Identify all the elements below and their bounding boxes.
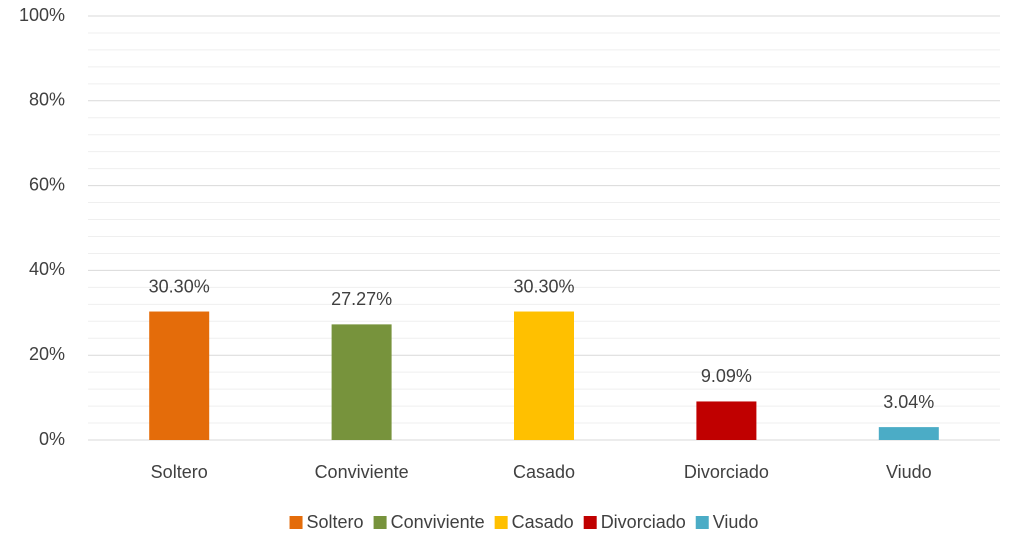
value-label: 27.27%	[331, 289, 392, 309]
y-tick-label: 20%	[29, 344, 65, 364]
x-tick-label: Soltero	[151, 462, 208, 482]
legend-swatch	[583, 516, 597, 529]
bar	[149, 311, 210, 440]
legend-label: Divorciado	[601, 512, 686, 532]
legend-label: Casado	[512, 512, 574, 532]
legend-swatch	[695, 516, 709, 529]
y-tick-label: 0%	[39, 429, 65, 449]
x-tick-label: Divorciado	[684, 462, 769, 482]
value-label: 30.30%	[149, 276, 210, 296]
x-tick-label: Casado	[513, 462, 575, 482]
bar	[696, 401, 757, 440]
bar	[514, 311, 574, 440]
y-tick-label: 100%	[19, 5, 65, 25]
legend-label: Conviviente	[391, 512, 485, 532]
legend-swatch	[494, 516, 508, 529]
value-label: 3.04%	[883, 392, 934, 412]
x-tick-label: Viudo	[886, 462, 932, 482]
bar	[878, 427, 939, 440]
bar	[331, 324, 392, 440]
legend-label: Viudo	[713, 512, 759, 532]
legend-swatch	[373, 516, 387, 529]
value-label: 9.09%	[701, 366, 752, 386]
legend-label: Soltero	[307, 512, 364, 532]
y-tick-label: 40%	[29, 259, 65, 279]
value-label: 30.30%	[513, 276, 574, 296]
x-tick-label: Conviviente	[315, 462, 409, 482]
y-tick-label: 80%	[29, 90, 65, 110]
legend-swatch	[289, 516, 303, 529]
y-tick-label: 60%	[29, 174, 65, 194]
